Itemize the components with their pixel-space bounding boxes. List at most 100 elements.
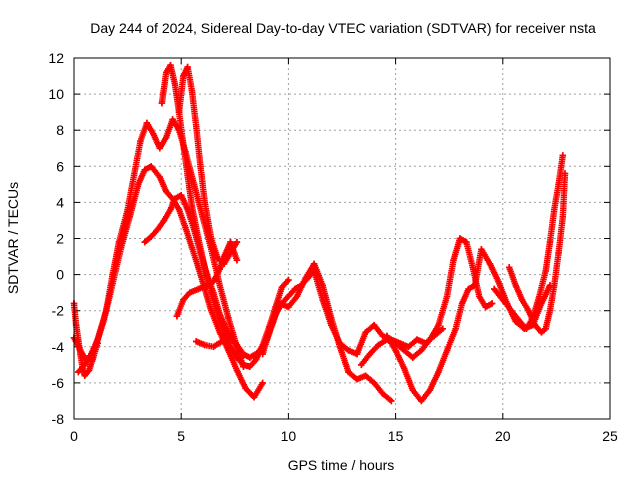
data-point <box>250 394 258 401</box>
series-sat-track-a <box>70 163 266 401</box>
data-point <box>469 264 476 271</box>
data-point <box>150 130 157 138</box>
data-point <box>531 321 539 329</box>
data-point <box>443 293 451 300</box>
data-point <box>182 224 189 231</box>
data-point <box>180 72 187 80</box>
data-point <box>516 318 524 325</box>
data-point <box>512 282 519 289</box>
data-point <box>555 181 562 188</box>
data-point <box>538 329 545 336</box>
y-tick-label: 2 <box>56 231 64 247</box>
data-point <box>265 329 273 336</box>
data-point <box>195 285 202 293</box>
data-point <box>102 307 110 314</box>
data-point <box>203 282 211 289</box>
data-point <box>345 368 352 376</box>
data-point <box>188 87 196 94</box>
x-tick-label: 5 <box>177 428 185 444</box>
y-tick-label: -8 <box>52 411 65 427</box>
data-point <box>426 336 434 343</box>
data-point <box>147 163 155 170</box>
data-point <box>370 379 378 387</box>
data-point <box>156 145 163 152</box>
data-point <box>551 282 558 289</box>
series-sat-track-f <box>173 238 241 320</box>
data-point <box>173 312 181 320</box>
data-point <box>272 311 279 318</box>
data-point <box>240 361 247 369</box>
data-point <box>561 170 569 177</box>
data-point <box>175 206 183 213</box>
data-point <box>233 341 241 349</box>
data-point <box>435 321 442 329</box>
data-point <box>227 343 234 350</box>
data-point <box>214 255 221 262</box>
data-point <box>293 293 301 300</box>
data-point <box>353 350 361 358</box>
data-point <box>197 163 204 170</box>
data-point <box>162 188 170 195</box>
data-point <box>370 321 378 329</box>
data-point <box>278 284 286 291</box>
data-point <box>246 363 254 370</box>
data-point <box>285 303 292 311</box>
y-tick-label: 6 <box>56 158 64 174</box>
data-point <box>471 282 479 289</box>
data-point <box>225 314 232 322</box>
data-point <box>109 271 116 278</box>
data-point <box>201 341 208 349</box>
data-point <box>214 311 221 318</box>
data-point <box>85 367 93 374</box>
data-point <box>328 321 335 329</box>
data-point <box>193 338 200 345</box>
data-point <box>178 191 185 199</box>
chart-title: Day 244 of 2024, Sidereal Day-to-day VTE… <box>90 20 596 36</box>
data-point <box>193 123 200 130</box>
data-point <box>190 181 198 188</box>
data-point <box>383 332 391 340</box>
data-point <box>126 213 133 221</box>
data-point <box>388 397 395 405</box>
data-point <box>304 275 311 282</box>
data-point <box>220 253 228 260</box>
data-point <box>495 278 502 286</box>
y-tick-label: -6 <box>52 375 65 391</box>
data-point <box>463 238 470 246</box>
data-point <box>409 354 416 361</box>
data-point <box>285 293 292 300</box>
data-point <box>188 202 196 210</box>
data-point <box>141 166 148 174</box>
data-point <box>167 62 174 69</box>
data-point <box>216 282 223 289</box>
data-point <box>426 386 434 394</box>
data-point <box>156 173 163 181</box>
y-tick-label: 10 <box>48 86 64 102</box>
data-point <box>233 256 241 264</box>
data-point <box>201 264 208 271</box>
x-tick-label: 15 <box>388 428 404 444</box>
data-point <box>458 300 466 307</box>
data-markers <box>70 62 569 405</box>
data-point <box>186 289 193 296</box>
data-point <box>175 108 183 116</box>
data-point <box>162 134 170 141</box>
data-point <box>208 235 215 242</box>
series-sat-track-k <box>491 152 567 332</box>
x-tick-label: 10 <box>281 428 297 444</box>
data-point <box>158 99 166 107</box>
x-tick-label: 25 <box>602 428 618 444</box>
data-point <box>559 213 567 221</box>
grid <box>74 58 610 419</box>
data-point <box>456 235 464 242</box>
data-point <box>555 249 562 257</box>
data-point <box>508 307 515 314</box>
data-point <box>135 181 142 188</box>
data-point <box>169 116 176 123</box>
data-point <box>345 347 352 354</box>
data-point <box>536 293 543 300</box>
data-point <box>233 354 241 361</box>
data-point <box>130 172 138 179</box>
data-point <box>210 278 217 286</box>
